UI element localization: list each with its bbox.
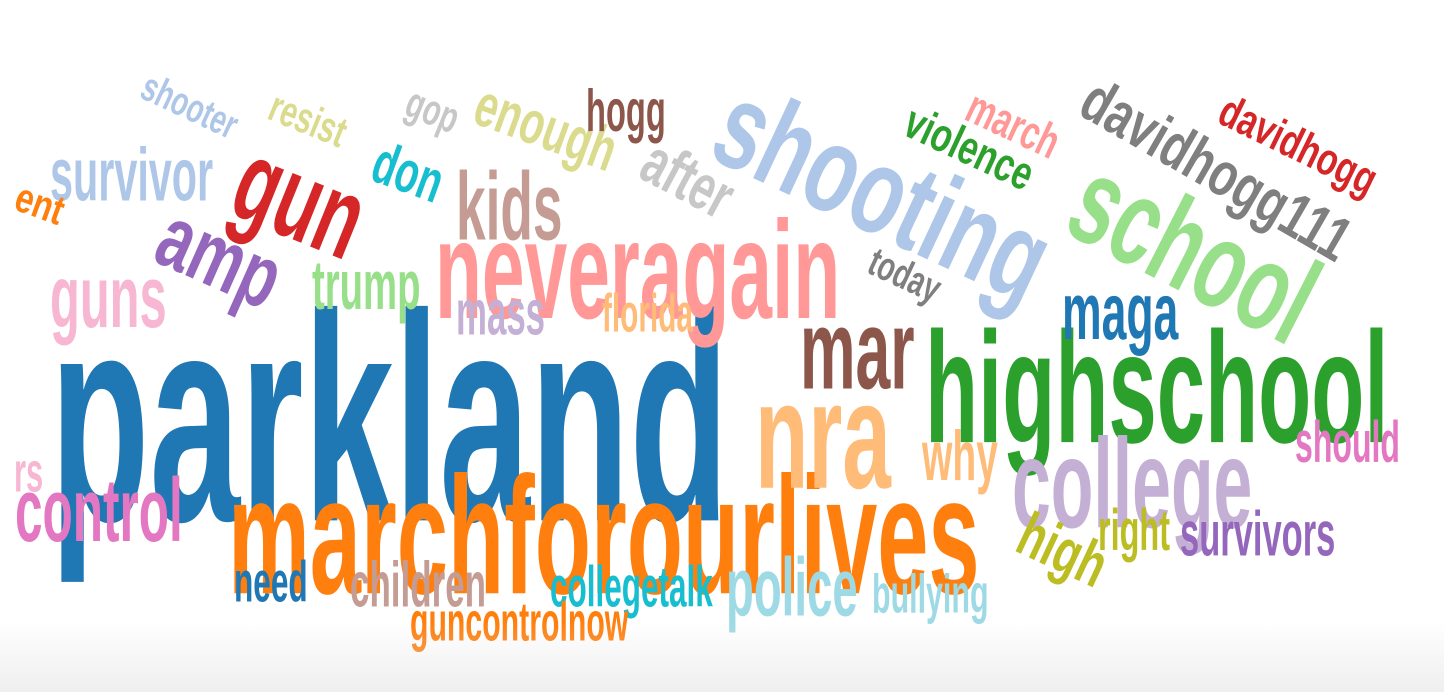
- word-kids: kids: [456, 151, 563, 261]
- word-need: need: [234, 550, 308, 615]
- word-bullying: bullying: [872, 562, 989, 625]
- word-guns: guns: [50, 247, 167, 347]
- word-guncontrolnow: guncontrolnow: [410, 590, 629, 653]
- word-college: college: [1012, 412, 1253, 555]
- word-survivors: survivors: [1180, 499, 1336, 570]
- word-rs: rs: [14, 440, 44, 504]
- word-police: police: [726, 540, 858, 634]
- word-gop: gop: [398, 77, 467, 144]
- word-control: control: [15, 461, 183, 562]
- word-right: right: [1098, 498, 1171, 564]
- word-why: why: [922, 415, 998, 495]
- word-hogg: hogg: [586, 77, 666, 145]
- word-trump: trump: [312, 246, 421, 325]
- word-should: should: [1295, 410, 1400, 476]
- word-nra: nra: [755, 350, 891, 521]
- word-parkland: parkland: [50, 252, 730, 584]
- word-highschool: highschool: [925, 299, 1389, 477]
- word-survivor: survivor: [50, 132, 214, 217]
- word-florida: florida: [602, 283, 693, 344]
- word-mass: mass: [456, 277, 546, 349]
- word-mar: mar: [800, 286, 915, 414]
- word-neveragain: neveragain: [435, 192, 841, 349]
- word-maga: maga: [1062, 266, 1179, 357]
- word-collegetalk: collegetalk: [550, 555, 713, 620]
- word-children: children: [350, 549, 486, 621]
- word-marchforourlives: marchforourlives: [228, 443, 980, 630]
